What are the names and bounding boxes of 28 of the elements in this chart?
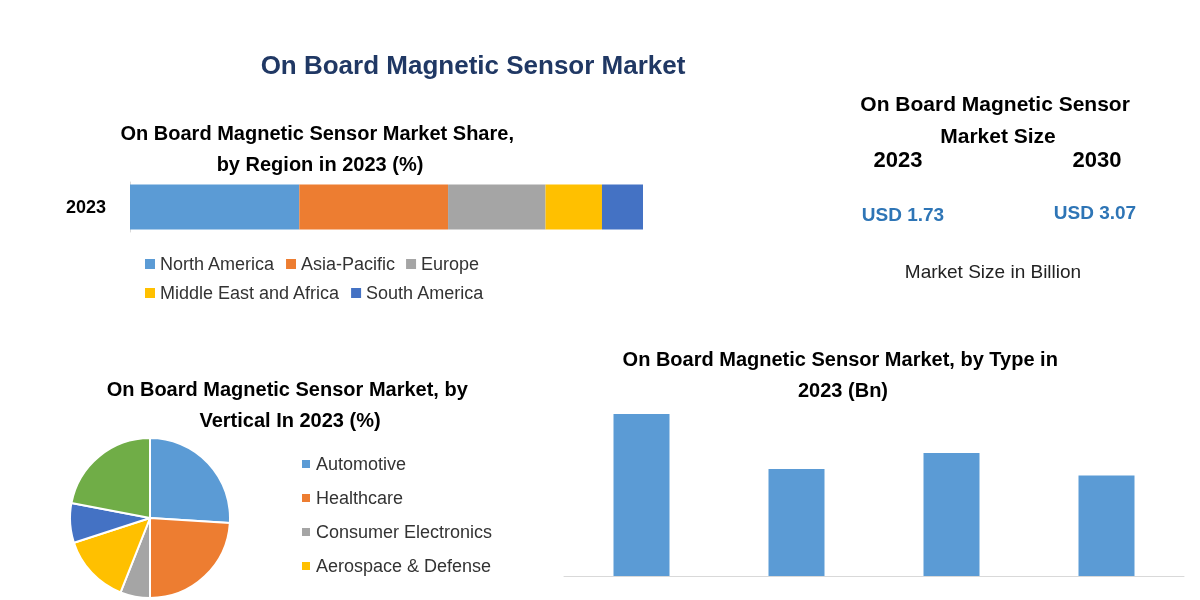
bar bbox=[923, 452, 980, 576]
legend-label: Consumer Electronics bbox=[316, 522, 493, 542]
bar bbox=[613, 414, 670, 576]
chart-title: On Board Magnetic Sensor Market, by Type in 2023 (Bn) bbox=[622, 347, 1064, 401]
bar bbox=[448, 184, 546, 230]
text: 2023 bbox=[873, 146, 923, 172]
text: USD 1.73 bbox=[861, 204, 945, 225]
text: 2030 bbox=[1072, 146, 1122, 172]
legend-label: Europe bbox=[421, 254, 480, 274]
legend-label: South America bbox=[366, 283, 485, 303]
bar bbox=[130, 184, 300, 230]
text: Market Size in Billion bbox=[904, 261, 1082, 282]
text: USD 3.07 bbox=[1053, 202, 1137, 223]
legend-label: Healthcare bbox=[316, 488, 404, 508]
chart-title: On Board Magnetic Sensor Market, by Vertical In 2023 (%) bbox=[106, 377, 474, 431]
legend-label: Aerospace & Defense bbox=[316, 556, 492, 576]
bar bbox=[299, 184, 449, 230]
bar bbox=[601, 184, 643, 230]
bar bbox=[1078, 475, 1135, 576]
legend-label: Middle East and Africa bbox=[160, 283, 341, 303]
chart-subtitle: On Board Magnetic Sensor Market Share, by Region in 2023 (%) bbox=[120, 121, 520, 175]
legend-label: North America bbox=[160, 254, 276, 274]
bar bbox=[768, 469, 825, 576]
legend-label: Automotive bbox=[316, 454, 407, 474]
legend-label: Asia-Pacific bbox=[301, 254, 396, 274]
bar bbox=[545, 184, 602, 230]
chart-title: On Board Magnetic Sensor Market bbox=[260, 50, 686, 81]
text: On Board Magnetic Sensor Market Size bbox=[860, 91, 1136, 148]
